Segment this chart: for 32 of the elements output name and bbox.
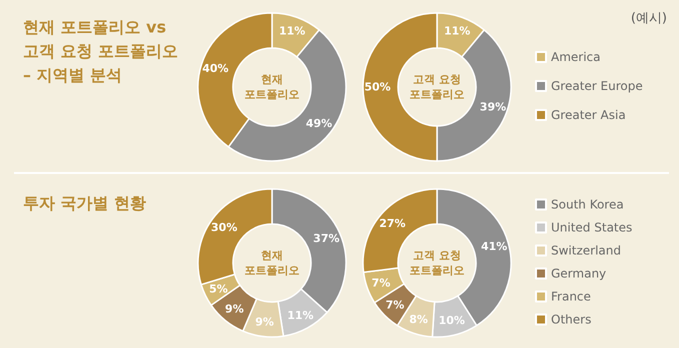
data-label: 7%	[386, 298, 404, 312]
data-label: 30%	[211, 221, 238, 234]
legend-label: Greater Europe	[551, 79, 643, 93]
legend-label: Switzerland	[551, 244, 621, 258]
data-label: 39%	[480, 100, 506, 114]
data-label: 41%	[480, 240, 508, 253]
legend-label: Others	[551, 312, 592, 326]
data-label: 7%	[372, 276, 390, 290]
data-label: 40%	[202, 62, 229, 76]
text: 현재 포트폴리오 vs 고객 요청 포트폴리오 – 지역별 분석	[23, 18, 178, 84]
data-label: 9%	[225, 302, 244, 316]
data-label: 11%	[278, 24, 306, 38]
legend-label: France	[551, 290, 591, 304]
slice-label: 고객 요청 포트폴리오	[410, 249, 464, 277]
data-label: 37%	[313, 232, 340, 246]
data-label: 9%	[255, 316, 274, 329]
legend-label: United States	[551, 220, 632, 234]
chart-title: 투자 국가별 현황	[23, 194, 146, 212]
legend-label: Germany	[551, 266, 606, 280]
data-label: 11%	[444, 24, 470, 38]
data-label: 49%	[306, 116, 332, 130]
data-label: 50%	[364, 80, 391, 94]
legend-label: America	[551, 50, 600, 64]
data-label: 5%	[209, 282, 228, 296]
data-label: 27%	[379, 217, 406, 230]
text: (예시)	[630, 11, 668, 26]
slice-label: 고객 요청 포트폴리오	[410, 73, 464, 101]
data-label: 8%	[409, 313, 428, 326]
legend-label: Greater Asia	[551, 108, 626, 122]
legend-label: South Korea	[551, 198, 624, 212]
slice-label: 현재 포트폴리오	[244, 249, 300, 277]
slice-label: 현재 포트폴리오	[244, 73, 300, 101]
